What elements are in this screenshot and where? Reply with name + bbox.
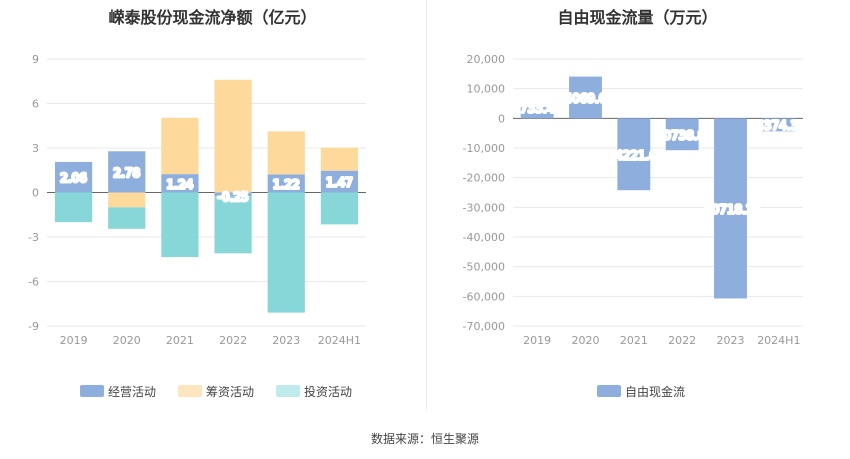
right-x-tick-label: 2020 xyxy=(572,334,600,347)
left-bar-segment xyxy=(161,117,199,175)
left-x-tick-label: 2022 xyxy=(219,334,247,347)
data-source: 数据来源：恒生聚源 xyxy=(370,432,479,446)
left-bar-segment xyxy=(267,192,305,313)
legend-swatch-operating xyxy=(80,385,104,397)
left-legend: 经营活动 筹资活动 投资活动 xyxy=(80,383,352,399)
left-bar-segment xyxy=(214,79,252,193)
left-bar-segment xyxy=(161,192,199,258)
left-bar-segment xyxy=(214,196,252,254)
legend-label-financing: 筹资活动 xyxy=(206,384,255,399)
left-data-label: -0.25 xyxy=(218,190,249,204)
right-data-label: 14069.09 xyxy=(557,91,614,105)
left-y-tick-label: 6 xyxy=(32,98,39,111)
right-bar xyxy=(520,107,554,119)
left-bar-segment xyxy=(320,147,359,171)
left-bar-segment xyxy=(267,131,305,175)
right-data-label: 3733.49 xyxy=(512,101,562,115)
legend-item-investing[interactable]: 投资活动 xyxy=(276,383,352,399)
chart-divider xyxy=(426,0,427,410)
legend-item-free-cash-flow[interactable]: 自由现金流 xyxy=(597,383,685,399)
left-bar-segment xyxy=(161,174,199,193)
left-bar-segment xyxy=(54,192,93,223)
left-data-label: 2.78 xyxy=(113,166,140,180)
left-y-tick-label: 9 xyxy=(32,53,39,66)
right-bar xyxy=(714,118,747,299)
left-data-label: 1.22 xyxy=(273,177,300,191)
left-x-tick-label: 2024H1 xyxy=(318,334,361,347)
left-x-tick-label: 2023 xyxy=(272,334,300,347)
left-x-tick-label: 2019 xyxy=(60,334,88,347)
right-y-tick-label: -10,000 xyxy=(463,142,505,155)
right-x-tick-label: 2021 xyxy=(620,334,648,347)
right-bar xyxy=(665,118,699,151)
legend-swatch-free-cash-flow xyxy=(597,385,621,397)
right-data-label: -4374.39 xyxy=(752,118,806,132)
legend-swatch-financing xyxy=(178,385,203,397)
right-bar xyxy=(617,118,651,191)
right-y-tick-label: -40,000 xyxy=(463,231,505,244)
left-bar-segment xyxy=(54,161,93,193)
right-y-tick-label: -60,000 xyxy=(463,290,505,303)
left-bar-segment xyxy=(320,170,359,193)
right-data-label: -10738.85 xyxy=(651,128,713,142)
right-bar xyxy=(762,118,796,132)
right-y-tick-label: 20,000 xyxy=(467,53,506,66)
left-bar-segment xyxy=(320,192,359,225)
right-data-label: -24221.65 xyxy=(603,148,665,162)
right-chart-title: 自由现金流量（万元） xyxy=(557,8,718,27)
right-data-label: -60718.25 xyxy=(700,202,762,216)
left-data-label: 2.06 xyxy=(60,171,87,185)
right-y-tick-label: -70,000 xyxy=(463,320,505,333)
right-x-tick-label: 2024H1 xyxy=(757,334,800,347)
left-x-tick-label: 2020 xyxy=(113,334,141,347)
left-bar-segment xyxy=(108,151,146,193)
left-y-tick-label: 3 xyxy=(32,142,39,155)
right-y-tick-label: 0 xyxy=(498,112,505,125)
legend-item-operating[interactable]: 经营活动 xyxy=(80,383,156,399)
left-bar-segment xyxy=(214,192,252,197)
legend-item-financing[interactable]: 筹资活动 xyxy=(178,383,254,399)
right-x-tick-label: 2019 xyxy=(523,334,551,347)
legend-label-operating: 经营活动 xyxy=(108,384,157,399)
left-y-tick-label: 0 xyxy=(32,187,39,200)
left-data-label: 1.24 xyxy=(167,177,194,191)
left-bar-segment xyxy=(108,207,146,229)
right-y-tick-label: 10,000 xyxy=(467,83,506,96)
right-x-tick-label: 2023 xyxy=(717,334,745,347)
left-chart-title: 嵘泰股份现金流净额（亿元） xyxy=(108,8,317,27)
left-y-tick-label: -3 xyxy=(28,231,39,244)
left-bar-segment xyxy=(108,192,146,208)
right-bar xyxy=(569,76,602,119)
legend-label-free-cash-flow: 自由现金流 xyxy=(625,384,686,399)
right-y-tick-label: -50,000 xyxy=(463,261,505,274)
legend-label-investing: 投资活动 xyxy=(304,384,353,399)
left-data-label: 1.47 xyxy=(326,176,353,190)
left-x-tick-label: 2021 xyxy=(166,334,194,347)
right-x-tick-label: 2022 xyxy=(668,334,696,347)
right-legend: 自由现金流 xyxy=(597,383,685,399)
left-bar-segment xyxy=(267,174,305,193)
right-y-tick-label: -30,000 xyxy=(463,201,505,214)
left-y-tick-label: -9 xyxy=(28,320,39,333)
left-y-tick-label: -6 xyxy=(28,276,39,289)
right-y-tick-label: -20,000 xyxy=(463,172,505,185)
legend-swatch-investing xyxy=(276,385,301,397)
